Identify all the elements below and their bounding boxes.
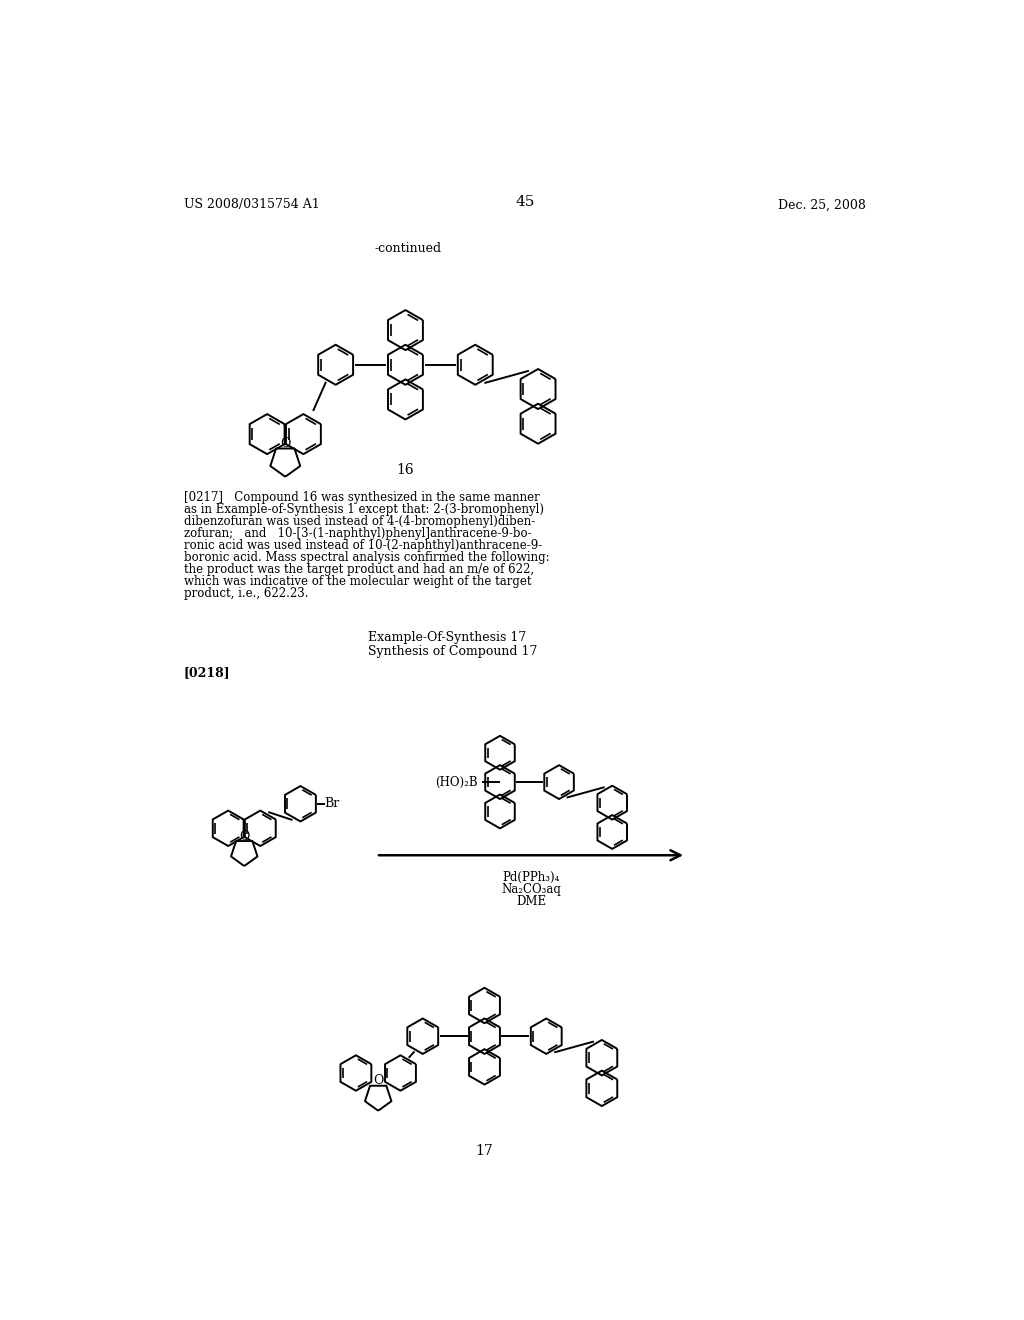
Text: Pd(PPh₃)₄: Pd(PPh₃)₄ [503,871,560,883]
Text: product, i.e., 622.23.: product, i.e., 622.23. [183,586,308,599]
Text: boronic acid. Mass spectral analysis confirmed the following:: boronic acid. Mass spectral analysis con… [183,550,550,564]
Text: ronic acid was used instead of 10-(2-naphthyl)anthracene-9-: ronic acid was used instead of 10-(2-nap… [183,539,542,552]
Text: -continued: -continued [375,242,441,255]
Text: 16: 16 [396,462,415,477]
Text: [0218]: [0218] [183,667,230,680]
Text: Br: Br [325,797,340,810]
Text: 45: 45 [515,195,535,210]
Text: US 2008/0315754 A1: US 2008/0315754 A1 [183,198,319,211]
Text: Synthesis of Compound 17: Synthesis of Compound 17 [369,645,538,659]
Text: (HO)₂B: (HO)₂B [435,776,478,788]
Text: the product was the target product and had an m/e of 622,: the product was the target product and h… [183,562,534,576]
Text: O: O [373,1074,383,1088]
Text: [0217]   Compound 16 was synthesized in the same manner: [0217] Compound 16 was synthesized in th… [183,491,540,504]
Text: O: O [281,437,291,450]
Text: zofuran;   and   10-[3-(1-naphthyl)phenyl]anthracene-9-bo-: zofuran; and 10-[3-(1-naphthyl)phenyl]an… [183,527,531,540]
Text: 17: 17 [475,1144,494,1158]
Text: which was indicative of the molecular weight of the target: which was indicative of the molecular we… [183,574,531,587]
Text: Na₂CO₃aq: Na₂CO₃aq [501,883,561,896]
Text: dibenzofuran was used instead of 4-(4-bromophenyl)diben-: dibenzofuran was used instead of 4-(4-br… [183,515,536,528]
Text: O: O [239,830,250,842]
Text: Dec. 25, 2008: Dec. 25, 2008 [778,198,866,211]
Text: DME: DME [516,895,546,908]
Text: Example-Of-Synthesis 17: Example-Of-Synthesis 17 [369,631,526,644]
Text: as in Example-of-Synthesis 1 except that: 2-(3-bromophenyl): as in Example-of-Synthesis 1 except that… [183,503,544,516]
